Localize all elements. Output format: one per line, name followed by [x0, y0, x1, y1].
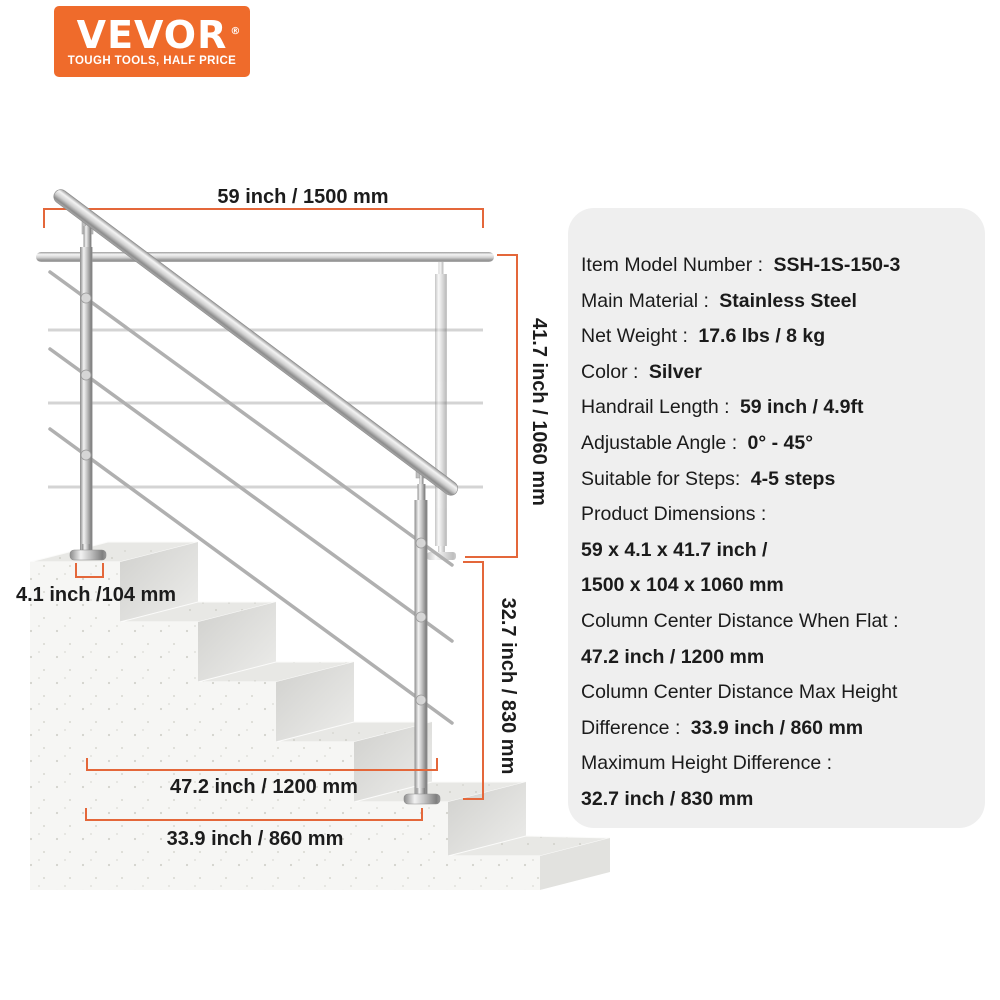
staircase: [29, 541, 611, 890]
spec-line: Column Center Distance When Flat :: [581, 609, 904, 632]
flat-handrail: [36, 252, 494, 262]
right-post: [403, 465, 441, 805]
crossbars: [48, 270, 454, 725]
stair-riser-side: [276, 662, 354, 742]
crossbar-knob: [415, 611, 427, 623]
spec-line: Suitable for Steps: 4-5 steps: [581, 467, 836, 490]
post-base-flange: [403, 793, 441, 805]
spec-line: 47.2 inch / 1200 mm: [581, 645, 765, 668]
crossbar-knob: [415, 537, 427, 549]
stair-riser-side: [354, 722, 432, 802]
stair-front-face: [30, 562, 540, 890]
spec-line: Handrail Length : 59 inch / 4.9ft: [581, 396, 864, 419]
spec-line: Main Material : Stainless Steel: [581, 289, 857, 312]
spec-line: Net Weight : 17.6 lbs / 8 kg: [581, 325, 826, 348]
spec-line: Product Dimensions :: [581, 503, 772, 526]
crossbar-knob: [80, 369, 92, 381]
spec-line: 32.7 inch / 830 mm: [581, 787, 754, 810]
left-post: [69, 214, 107, 561]
dimension-right-lower: 32.7 inch / 830 mm: [463, 561, 519, 800]
spec-line: Column Center Distance Max Height: [581, 681, 898, 704]
registered-mark: ®: [230, 25, 242, 37]
stair-riser-side: [448, 782, 526, 856]
spec-line: Difference : 33.9 inch / 860 mm: [581, 716, 864, 739]
dim-right-upper-label: 41.7 inch / 1060 mm: [528, 318, 550, 506]
crossbar-knob: [415, 694, 427, 706]
post-base-flange: [69, 549, 107, 561]
specs-list: Item Model Number : SSH-1S-150-3 Main Mat…: [581, 248, 969, 818]
crossbar: [48, 427, 454, 725]
dim-column-flat-label: 47.2 inch / 1200 mm: [170, 776, 358, 798]
stair-riser-side: [198, 602, 276, 682]
spec-panel: Item Model Number : SSH-1S-150-3 Main Mat…: [568, 208, 985, 828]
dimension-top: 59 inch / 1500 mm: [43, 186, 484, 228]
ghost-post: [427, 262, 456, 560]
dim-base-width-label: 4.1 inch /104 mm: [16, 584, 176, 606]
crossbar: [48, 347, 454, 643]
dimension-base-width: 4.1 inch /104 mm: [16, 563, 176, 606]
spec-line: 1500 x 104 x 1060 mm: [581, 574, 784, 597]
vevor-logo: VEVOR ® TOUGH TOOLS, HALF PRICE: [54, 6, 250, 77]
crossbar-knob: [80, 449, 92, 461]
dimension-column-flat: 47.2 inch / 1200 mm: [86, 758, 438, 798]
crossbar-knob: [80, 292, 92, 304]
stair-landing-side: [540, 838, 610, 890]
dimension-column-max: 33.9 inch / 860 mm: [85, 808, 423, 850]
stair-riser-side: [120, 542, 198, 622]
crossbar: [48, 270, 454, 567]
spec-line: Color : Silver: [581, 360, 702, 383]
angled-handrail: [53, 189, 459, 496]
spec-line: Maximum Height Difference :: [581, 752, 838, 775]
brand-name: VEVOR ®: [76, 12, 242, 57]
dim-right-lower-label: 32.7 inch / 830 mm: [497, 598, 519, 775]
spec-line: Item Model Number : SSH-1S-150-3: [581, 254, 901, 276]
brand-tagline: TOUGH TOOLS, HALF PRICE: [67, 54, 237, 67]
spec-line: Adjustable Angle : 0° - 45°: [581, 431, 814, 454]
spec-line: 59 x 4.1 x 41.7 inch /: [581, 538, 768, 561]
dim-top-label: 59 inch / 1500 mm: [217, 186, 388, 208]
dimension-right-upper: 41.7 inch / 1060 mm: [465, 254, 550, 558]
dim-column-max-label: 33.9 inch / 860 mm: [167, 828, 344, 850]
